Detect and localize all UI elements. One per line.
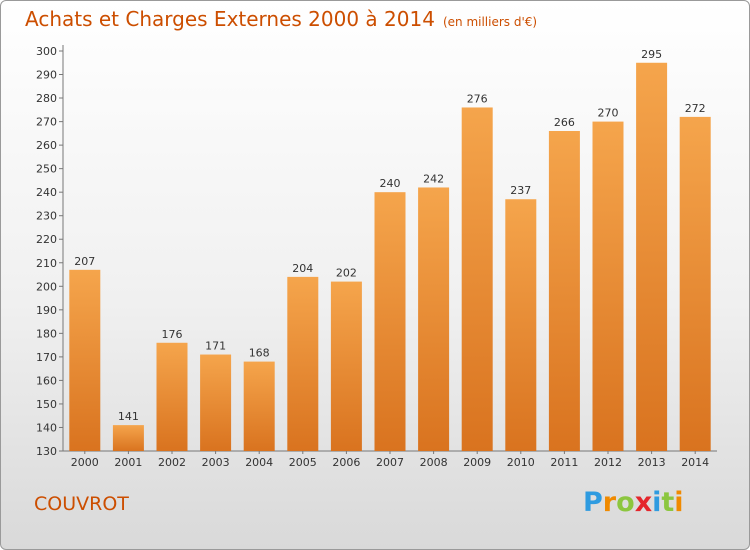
y-tick-label: 170 <box>36 351 57 364</box>
data-label: 171 <box>205 340 226 353</box>
logo-letter: o <box>616 487 635 518</box>
bar <box>69 269 101 451</box>
logo-letter: t <box>661 487 675 518</box>
bar <box>592 121 624 452</box>
bar <box>200 354 232 451</box>
y-tick-label: 200 <box>36 280 57 293</box>
x-tick-label: 2004 <box>245 456 273 469</box>
bar <box>287 276 319 451</box>
data-label: 242 <box>423 172 444 185</box>
chart-title-text: Achats et Charges Externes 2000 à 2014 <box>25 7 435 31</box>
data-label: 276 <box>467 92 488 105</box>
bar <box>636 62 668 451</box>
logo-letter: P <box>583 487 603 518</box>
y-tick-label: 190 <box>36 304 57 317</box>
y-tick-label: 300 <box>36 45 57 58</box>
bar <box>243 361 275 451</box>
data-label: 176 <box>162 328 183 341</box>
y-tick-label: 230 <box>36 210 57 223</box>
logo-letter: r <box>602 487 617 518</box>
y-tick-label: 220 <box>36 233 57 246</box>
data-label: 270 <box>598 107 619 120</box>
x-tick-label: 2006 <box>332 456 360 469</box>
bar <box>374 192 406 452</box>
x-tick-label: 2005 <box>289 456 317 469</box>
y-tick-label: 130 <box>36 445 57 458</box>
y-tick-label: 210 <box>36 257 57 270</box>
x-tick-label: 2012 <box>594 456 622 469</box>
bar <box>418 187 450 451</box>
bar <box>156 342 188 451</box>
data-label: 168 <box>249 347 270 360</box>
data-label: 266 <box>554 116 575 129</box>
commune-name: COUVROT <box>34 493 129 515</box>
data-label: 237 <box>510 184 531 197</box>
y-tick-label: 160 <box>36 374 57 387</box>
data-label: 272 <box>685 102 706 115</box>
data-label: 141 <box>118 410 139 423</box>
y-tick-label: 290 <box>36 69 57 82</box>
data-label: 240 <box>380 177 401 190</box>
bar <box>461 107 493 452</box>
x-tick-label: 2007 <box>376 456 404 469</box>
data-label: 202 <box>336 267 357 280</box>
bar <box>330 281 362 451</box>
y-tick-label: 280 <box>36 92 57 105</box>
x-tick-label: 2010 <box>507 456 535 469</box>
x-tick-label: 2003 <box>202 456 230 469</box>
y-tick-label: 270 <box>36 116 57 129</box>
x-tick-label: 2013 <box>638 456 666 469</box>
x-tick-label: 2014 <box>681 456 709 469</box>
y-tick-label: 260 <box>36 139 57 152</box>
x-tick-label: 2002 <box>158 456 186 469</box>
data-label: 207 <box>74 255 95 268</box>
bar <box>548 131 580 451</box>
y-tick-label: 150 <box>36 398 57 411</box>
y-tick-label: 240 <box>36 186 57 199</box>
bar <box>112 425 144 451</box>
logo-letter: x <box>634 487 653 518</box>
logo-letter: i <box>652 487 662 518</box>
chart-title: Achats et Charges Externes 2000 à 2014 (e… <box>25 7 537 31</box>
x-tick-label: 2009 <box>463 456 491 469</box>
data-label: 295 <box>641 48 662 61</box>
y-tick-label: 140 <box>36 421 57 434</box>
bar <box>679 116 711 451</box>
x-tick-label: 2000 <box>71 456 99 469</box>
logo-letter: i <box>674 487 684 518</box>
x-tick-label: 2001 <box>114 456 142 469</box>
y-tick-label: 250 <box>36 163 57 176</box>
y-tick-label: 180 <box>36 327 57 340</box>
data-label: 204 <box>292 262 313 275</box>
proxiti-logo: Proxiti <box>583 487 684 518</box>
x-tick-label: 2008 <box>420 456 448 469</box>
x-tick-label: 2011 <box>550 456 578 469</box>
chart-unit: (en milliers d'€) <box>442 15 538 29</box>
bar <box>505 199 537 451</box>
